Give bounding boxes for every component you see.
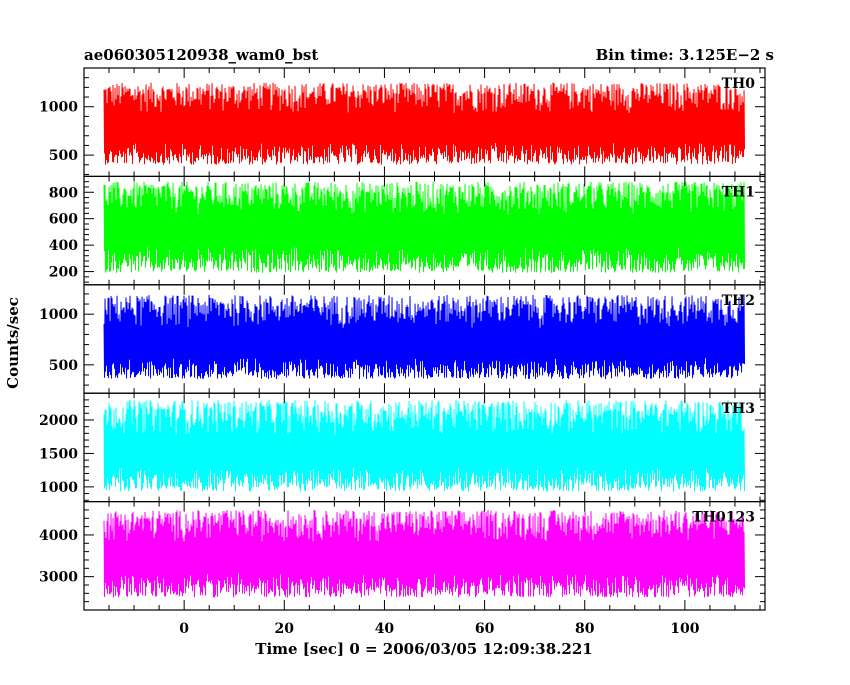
panel-label: TH0123: [692, 510, 755, 526]
y-tick-label: 2000: [39, 413, 78, 429]
series-th1: [103, 181, 746, 273]
y-tick-label: 500: [49, 148, 78, 164]
panel-th2: 500 1000 TH2: [39, 284, 766, 394]
y-tick-label: 800: [49, 185, 78, 201]
panel-frame: [83, 501, 766, 611]
y-tick-label: 4000: [39, 528, 78, 544]
x-tick-label: 20: [275, 621, 295, 637]
y-tick-label: 500: [49, 358, 78, 374]
panel-th3: 1000 1500 2000 TH3: [39, 392, 766, 503]
y-tick-label: 400: [49, 238, 78, 254]
series-th2: [103, 294, 746, 379]
series-th3: [103, 399, 746, 492]
y-tick-label: 1000: [39, 307, 78, 323]
bin-time-label: Bin time: 3.125E−2 s: [596, 46, 774, 64]
x-axis-label: Time [sec] 0 = 2006/03/05 12:09:38.221: [255, 640, 592, 658]
panel-th0123: 3000 4000 TH0123: [39, 501, 766, 611]
y-axis-label: Counts/sec: [4, 297, 22, 389]
x-tick-label: 80: [575, 621, 595, 637]
panel-label: TH2: [722, 293, 755, 309]
y-tick-label: 3000: [39, 570, 78, 586]
x-tick-label: 40: [375, 621, 395, 637]
panel-label: TH1: [722, 184, 755, 200]
y-tick-label: 1000: [39, 100, 78, 116]
x-tick-label: 60: [475, 621, 495, 637]
series-th0123: [103, 510, 746, 598]
x-tick-label: 100: [670, 621, 699, 637]
y-tick-label: 600: [49, 212, 78, 228]
panel-label: TH0: [722, 76, 756, 92]
series-th0: [103, 82, 746, 165]
x-tick-label: 0: [179, 621, 189, 637]
y-tick-label: 1000: [39, 480, 78, 496]
panel-label: TH3: [722, 401, 755, 417]
y-tick-label: 200: [49, 265, 78, 281]
chart-title: ae060305120938_wam0_bst: [84, 46, 318, 64]
panel-th1: 200 400 600 800 TH1: [49, 175, 766, 286]
panel-th0: 500 1000 TH0: [39, 67, 766, 178]
y-tick-label: 1500: [39, 446, 78, 462]
